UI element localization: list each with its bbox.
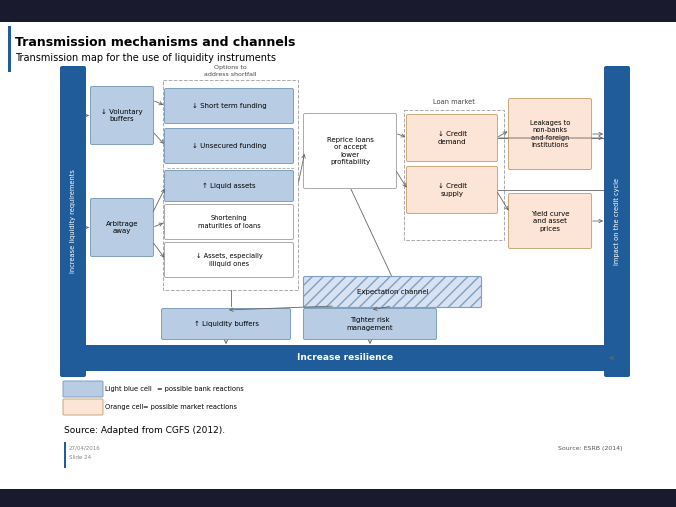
Text: ↓ Credit
demand: ↓ Credit demand	[437, 131, 466, 145]
Text: Impact on the credit cycle: Impact on the credit cycle	[614, 178, 620, 265]
FancyBboxPatch shape	[91, 87, 153, 144]
Text: Light blue cell: Light blue cell	[105, 386, 151, 392]
Text: Increase liquidity requirements: Increase liquidity requirements	[70, 169, 76, 273]
Bar	[163, 80, 298, 290]
Text: Yield curve
and asset
prices: Yield curve and asset prices	[531, 210, 569, 232]
Text: Orange cell: Orange cell	[105, 404, 143, 410]
FancyBboxPatch shape	[508, 98, 592, 169]
FancyBboxPatch shape	[91, 199, 153, 257]
Text: ↓ Credit
supply: ↓ Credit supply	[437, 183, 466, 197]
FancyBboxPatch shape	[60, 345, 630, 371]
Text: Source: ESRB (2014): Source: ESRB (2014)	[558, 446, 623, 451]
FancyBboxPatch shape	[63, 381, 103, 397]
Text: Source: Adapted from CGFS (2012).: Source: Adapted from CGFS (2012).	[64, 426, 225, 435]
Text: Tighter risk
management: Tighter risk management	[347, 317, 393, 331]
FancyBboxPatch shape	[63, 399, 103, 415]
Text: 27/04/2016: 27/04/2016	[69, 446, 101, 451]
Text: Options to
address shortfall: Options to address shortfall	[204, 65, 257, 77]
FancyBboxPatch shape	[164, 204, 293, 239]
FancyBboxPatch shape	[406, 166, 498, 213]
FancyBboxPatch shape	[162, 308, 291, 340]
Text: Increase resilience: Increase resilience	[297, 353, 393, 363]
Text: = possible market reactions: = possible market reactions	[143, 404, 237, 410]
Text: ↓ Assets, especially
illiquid ones: ↓ Assets, especially illiquid ones	[195, 253, 262, 267]
Text: ↑ Liquid assets: ↑ Liquid assets	[202, 183, 256, 189]
Text: ↓ Unsecured funding: ↓ Unsecured funding	[192, 143, 266, 149]
FancyBboxPatch shape	[406, 115, 498, 162]
Text: Leakages to
non-banks
and foreign
institutions: Leakages to non-banks and foreign instit…	[530, 120, 570, 148]
Text: Transmission map for the use of liquidity instruments: Transmission map for the use of liquidit…	[15, 53, 276, 63]
Text: ↑ Liquidity buffers: ↑ Liquidity buffers	[193, 321, 258, 327]
Text: ↓ Voluntary
buffers: ↓ Voluntary buffers	[101, 108, 143, 122]
Bar	[8, 26, 11, 72]
Text: Arbitrage
away: Arbitrage away	[105, 221, 139, 234]
Text: Transmission mechanisms and channels: Transmission mechanisms and channels	[15, 35, 295, 49]
Bar	[64, 442, 66, 468]
FancyBboxPatch shape	[164, 242, 293, 277]
Text: Shortening
maturities of loans: Shortening maturities of loans	[197, 215, 260, 229]
Text: = possible bank reactions: = possible bank reactions	[157, 386, 244, 392]
FancyBboxPatch shape	[304, 276, 481, 308]
FancyBboxPatch shape	[508, 194, 592, 248]
Bar	[0, 489, 676, 507]
FancyBboxPatch shape	[604, 66, 630, 377]
Bar	[404, 110, 504, 240]
FancyBboxPatch shape	[304, 114, 397, 189]
Text: Expectation channel: Expectation channel	[357, 289, 429, 295]
Text: Slide 24: Slide 24	[69, 455, 91, 460]
Bar	[0, 0, 676, 22]
FancyBboxPatch shape	[164, 89, 293, 124]
Text: Loan market: Loan market	[433, 99, 475, 105]
FancyBboxPatch shape	[60, 66, 86, 377]
Text: Reprice loans
or accept
lower
profitability: Reprice loans or accept lower profitabil…	[327, 137, 373, 165]
FancyBboxPatch shape	[164, 128, 293, 163]
Text: ↓ Short term funding: ↓ Short term funding	[192, 103, 266, 109]
FancyBboxPatch shape	[304, 308, 437, 340]
FancyBboxPatch shape	[164, 170, 293, 201]
